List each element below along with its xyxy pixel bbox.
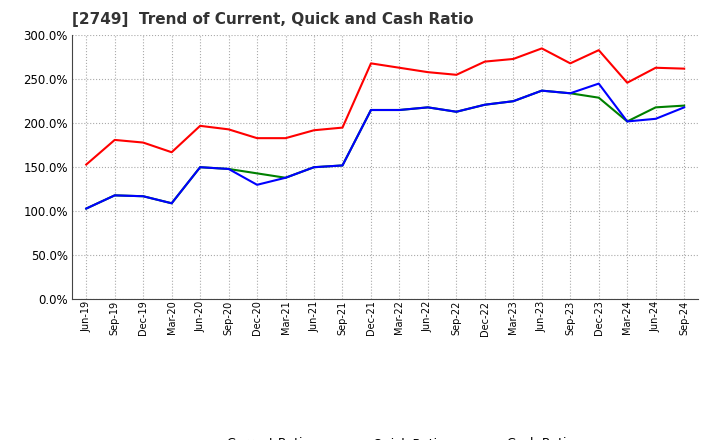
Current Ratio	[139, 140, 148, 145]
Quick Ratio	[537, 88, 546, 93]
Cash Ratio	[652, 116, 660, 121]
Quick Ratio	[566, 91, 575, 96]
Current Ratio	[196, 123, 204, 128]
Current Ratio	[110, 137, 119, 143]
Quick Ratio	[366, 107, 375, 113]
Quick Ratio	[310, 165, 318, 170]
Quick Ratio	[595, 95, 603, 100]
Cash Ratio	[452, 109, 461, 114]
Line: Current Ratio: Current Ratio	[86, 48, 684, 165]
Current Ratio	[82, 162, 91, 167]
Current Ratio	[623, 80, 631, 85]
Cash Ratio	[310, 165, 318, 170]
Cash Ratio	[366, 107, 375, 113]
Line: Cash Ratio: Cash Ratio	[86, 84, 684, 209]
Cash Ratio	[680, 105, 688, 110]
Cash Ratio	[509, 99, 518, 104]
Cash Ratio	[110, 193, 119, 198]
Cash Ratio	[537, 88, 546, 93]
Quick Ratio	[282, 175, 290, 180]
Current Ratio	[480, 59, 489, 64]
Current Ratio	[395, 65, 404, 70]
Cash Ratio	[167, 201, 176, 206]
Quick Ratio	[338, 163, 347, 168]
Quick Ratio	[623, 119, 631, 124]
Quick Ratio	[652, 105, 660, 110]
Quick Ratio	[480, 102, 489, 107]
Cash Ratio	[480, 102, 489, 107]
Cash Ratio	[82, 206, 91, 211]
Current Ratio	[338, 125, 347, 130]
Current Ratio	[566, 61, 575, 66]
Quick Ratio	[196, 165, 204, 170]
Cash Ratio	[225, 166, 233, 172]
Quick Ratio	[509, 99, 518, 104]
Quick Ratio	[82, 206, 91, 211]
Current Ratio	[652, 65, 660, 70]
Cash Ratio	[595, 81, 603, 86]
Quick Ratio	[253, 171, 261, 176]
Cash Ratio	[139, 194, 148, 199]
Current Ratio	[282, 136, 290, 141]
Quick Ratio	[423, 105, 432, 110]
Cash Ratio	[253, 182, 261, 187]
Quick Ratio	[452, 109, 461, 114]
Current Ratio	[366, 61, 375, 66]
Current Ratio	[253, 136, 261, 141]
Quick Ratio	[167, 201, 176, 206]
Current Ratio	[423, 70, 432, 75]
Text: [2749]  Trend of Current, Quick and Cash Ratio: [2749] Trend of Current, Quick and Cash …	[72, 12, 474, 27]
Quick Ratio	[680, 103, 688, 108]
Cash Ratio	[338, 163, 347, 168]
Current Ratio	[537, 46, 546, 51]
Cash Ratio	[566, 91, 575, 96]
Quick Ratio	[110, 193, 119, 198]
Cash Ratio	[196, 165, 204, 170]
Current Ratio	[452, 72, 461, 77]
Cash Ratio	[623, 119, 631, 124]
Current Ratio	[167, 150, 176, 155]
Current Ratio	[595, 48, 603, 53]
Quick Ratio	[139, 194, 148, 199]
Current Ratio	[680, 66, 688, 71]
Cash Ratio	[395, 107, 404, 113]
Cash Ratio	[423, 105, 432, 110]
Quick Ratio	[225, 166, 233, 172]
Cash Ratio	[282, 175, 290, 180]
Line: Quick Ratio: Quick Ratio	[86, 91, 684, 209]
Current Ratio	[225, 127, 233, 132]
Quick Ratio	[395, 107, 404, 113]
Legend: Current Ratio, Quick Ratio, Cash Ratio: Current Ratio, Quick Ratio, Cash Ratio	[191, 432, 580, 440]
Current Ratio	[310, 128, 318, 133]
Current Ratio	[509, 56, 518, 62]
